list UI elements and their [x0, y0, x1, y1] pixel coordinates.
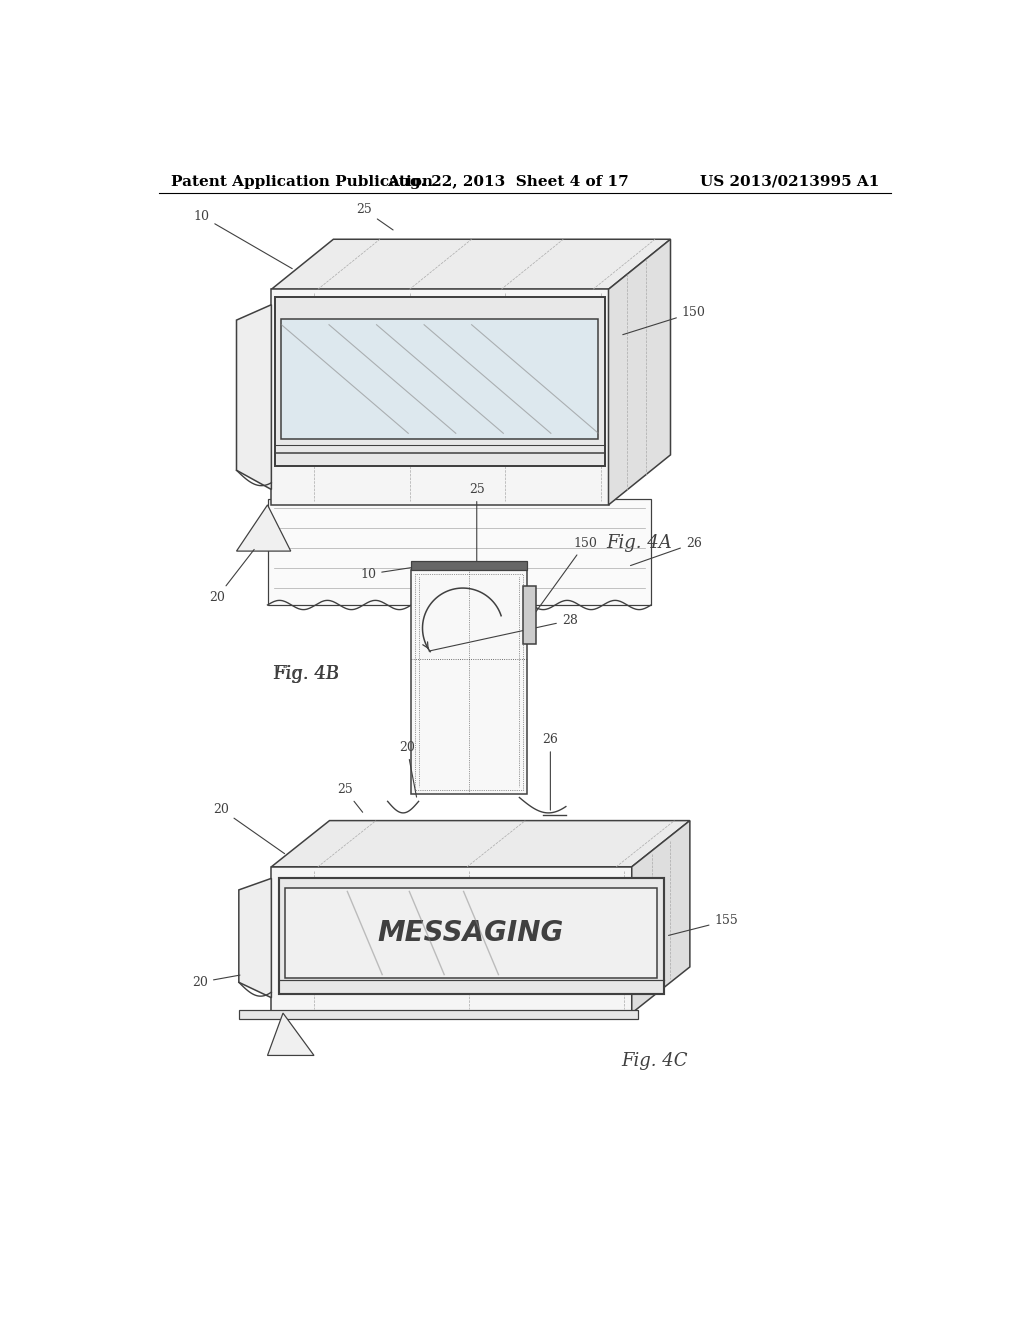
Bar	[282, 318, 598, 440]
Polygon shape	[237, 506, 291, 552]
Polygon shape	[239, 878, 271, 998]
Polygon shape	[271, 239, 671, 289]
Text: 10: 10	[194, 210, 292, 269]
Bar	[411, 561, 527, 570]
Text: Fig. 4B: Fig. 4B	[273, 665, 339, 684]
Bar	[275, 297, 604, 466]
Text: Fig. 4C: Fig. 4C	[622, 1052, 688, 1069]
Bar	[239, 1010, 638, 1019]
Text: US 2013/0213995 A1: US 2013/0213995 A1	[700, 174, 880, 189]
Polygon shape	[267, 499, 651, 605]
Text: 10: 10	[360, 566, 416, 581]
Text: Fig. 4B: Fig. 4B	[273, 665, 339, 684]
Text: 150: 150	[536, 537, 597, 612]
Polygon shape	[271, 821, 690, 867]
Text: 26: 26	[543, 733, 558, 810]
Text: 26: 26	[631, 537, 701, 565]
Bar	[280, 878, 665, 994]
Text: Patent Application Publication: Patent Application Publication	[171, 174, 432, 189]
Polygon shape	[271, 289, 608, 506]
Text: 25: 25	[337, 783, 362, 812]
Bar	[523, 586, 536, 644]
Polygon shape	[271, 867, 632, 1014]
Text: 20: 20	[209, 549, 254, 603]
Text: 25: 25	[356, 203, 393, 230]
Polygon shape	[632, 821, 690, 1014]
Polygon shape	[608, 239, 671, 506]
Text: 25: 25	[469, 483, 484, 561]
Polygon shape	[267, 1014, 314, 1056]
Text: 150: 150	[623, 306, 706, 335]
Text: MESSAGING: MESSAGING	[378, 919, 564, 946]
Text: 20: 20	[399, 741, 417, 797]
Text: 20: 20	[193, 975, 240, 989]
Text: 20: 20	[213, 803, 285, 854]
Polygon shape	[237, 305, 271, 490]
Polygon shape	[411, 570, 527, 793]
Text: 28: 28	[429, 614, 578, 651]
Bar	[286, 887, 656, 978]
Text: 155: 155	[669, 915, 738, 936]
Text: Aug. 22, 2013  Sheet 4 of 17: Aug. 22, 2013 Sheet 4 of 17	[387, 174, 629, 189]
Text: Fig. 4A: Fig. 4A	[606, 535, 673, 552]
